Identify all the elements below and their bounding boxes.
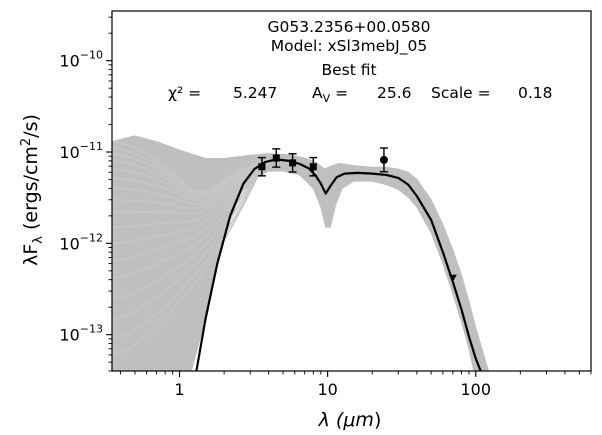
x-axis: 1 10 100 [120,371,592,399]
y-axis-label-post: /s) [20,114,42,138]
y-tick-label: 10−10 [59,49,103,71]
y-tick-base: 10 [59,52,79,71]
y-axis-label-sub: λ [31,236,46,244]
model-trace [112,155,270,279]
x-axis-label-pre: λ ( [318,409,345,431]
y-axis-label-pre: λF [20,244,42,266]
model-trace [112,160,270,201]
chi2-label: χ² = [168,84,201,102]
x-tick-label: 1 [174,380,184,399]
av-subscript: V [323,92,331,105]
y-axis-label-sup: 2 [19,138,34,146]
model-trace [112,155,270,300]
model-trace [112,159,270,205]
x-tick-label: 100 [460,380,491,399]
scale-label: Scale = [431,84,491,102]
x-axis-label-unit: μm [342,409,374,431]
av-symbol: A [312,84,323,102]
detection-point [258,163,266,171]
chart-title-line-1: G053.2356+00.0580 [267,18,430,36]
model-trace [112,153,270,340]
photometry-points [257,147,457,282]
av-equals: = [330,84,348,102]
y-tick-base: 10 [59,143,79,162]
model-trace [112,153,270,356]
y-tick-label: 10−11 [59,140,103,162]
model-trace [112,160,269,198]
y-tick-exponent: −11 [80,140,103,153]
model-trace [112,157,270,229]
model-trace [112,154,270,320]
model-envelope-band [112,135,490,371]
plot-frame [111,10,592,372]
model-trace [112,158,270,210]
x-axis-label: λ (μm) [318,409,382,431]
best-fit-model [195,158,482,371]
av-value: 25.6 [377,84,412,102]
mips24-point [379,155,388,164]
detection-point [272,154,280,162]
model-envelope [112,135,490,371]
y-tick-exponent: −12 [80,231,103,244]
model-trace [112,158,270,216]
chart-title-line-2: Model: xSl3mebJ_05 [271,37,427,56]
y-axis-label-mid: (ergs/cm [20,146,42,236]
x-axis-label-post: ) [374,409,381,431]
best-fit-curve [195,158,482,371]
detection-point [289,159,297,167]
model-trace [112,160,269,196]
y-tick-label: 10−13 [59,323,103,345]
y-axis-label: λFλ (ergs/cm2/s) [19,114,46,266]
upper-limit-point [448,274,457,282]
y-tick-exponent: −13 [80,323,103,336]
scale-value: 0.18 [518,84,553,102]
x-tick-label: 10 [317,380,337,399]
y-tick-base: 10 [59,234,79,253]
y-tick-label: 10−12 [59,231,103,253]
y-tick-exponent: −10 [80,49,103,62]
av-label: AV = [312,84,348,105]
detection-point [309,163,317,171]
y-tick-base: 10 [59,326,79,345]
chart-title-line-3: Best fit [321,61,376,79]
chi2-value: 5.247 [233,84,277,102]
